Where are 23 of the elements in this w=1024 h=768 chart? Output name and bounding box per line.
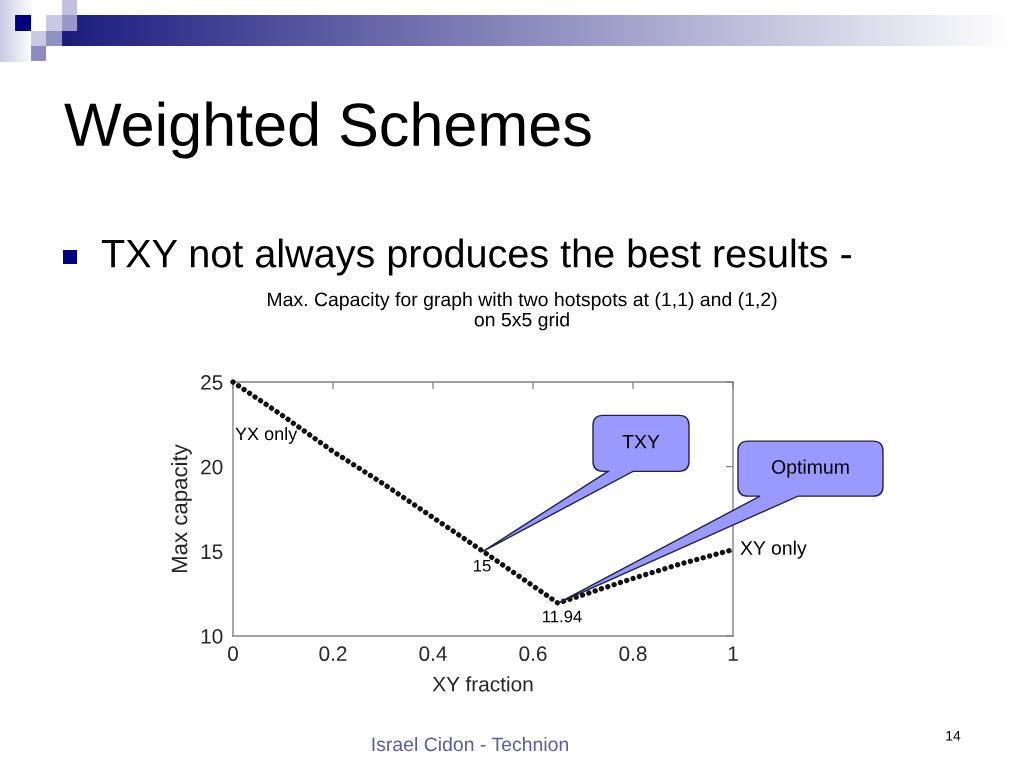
x-tick-label: 0.2 xyxy=(319,646,347,662)
text: Israel Cidon - Technion xyxy=(372,736,569,752)
annotation: 15 xyxy=(474,559,491,572)
x-tick-label: 0.8 xyxy=(619,646,647,662)
x-tick-label: 0 xyxy=(228,646,238,662)
y-tick-label: 25 xyxy=(201,375,223,390)
x-tick-label: 1 xyxy=(728,646,738,661)
y-tick-label: 10 xyxy=(201,629,223,644)
chart-title: Weighted Schemes xyxy=(64,101,591,159)
text: Optimum xyxy=(771,459,849,478)
y-axis-title: Max capacity xyxy=(171,444,192,573)
annotation: TXY xyxy=(622,434,660,449)
x-axis-title: XY fraction xyxy=(432,676,533,692)
annotation: YX only xyxy=(235,427,298,444)
annotation: 11.94 xyxy=(543,610,582,623)
y-tick-label: 20 xyxy=(201,459,223,475)
text: Max. Capacity for graph with two hotspots at (1,1) and (1,2) on 5x5 grid xyxy=(268,292,777,331)
x-tick-label: 0.6 xyxy=(519,646,547,662)
y-tick-label: 15 xyxy=(201,544,223,560)
x-tick-label: 0.4 xyxy=(419,646,447,662)
annotation: XY only xyxy=(740,540,807,559)
text: 14 xyxy=(946,731,961,741)
chart-subtitle: TXY not always produces the best results - xyxy=(101,238,851,276)
